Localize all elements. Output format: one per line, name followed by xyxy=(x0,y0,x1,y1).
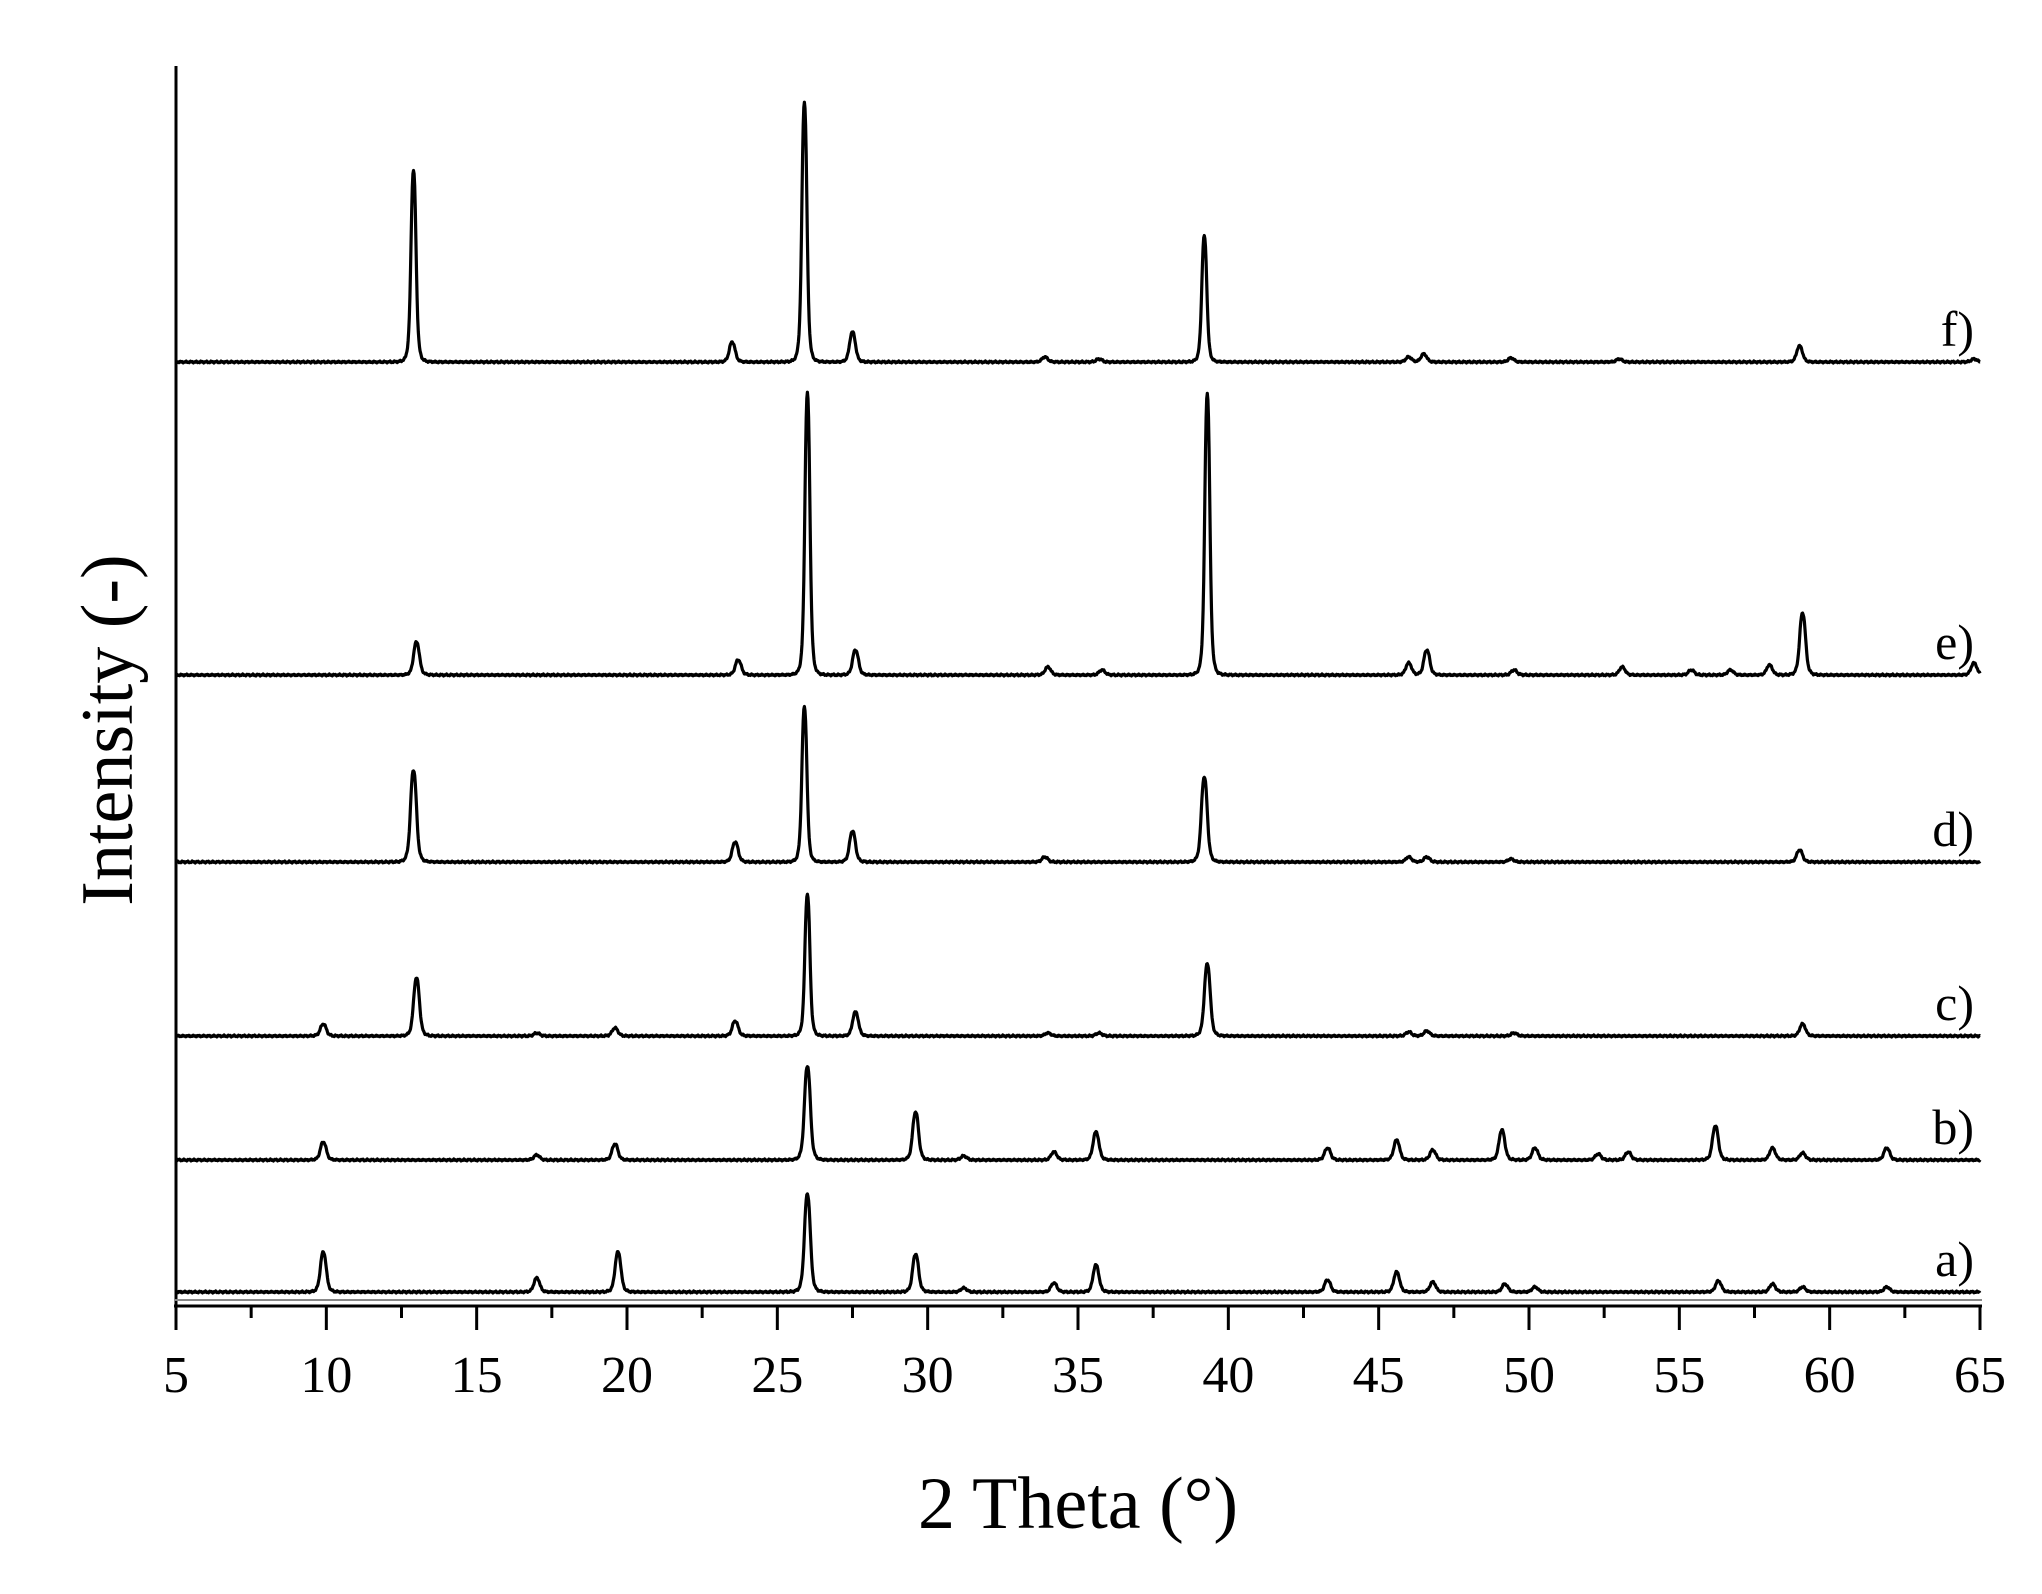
axes: 5 10 15 20 25 30 35 40 45 50 55 60 65 xyxy=(163,66,2006,1404)
series-label-e: e) xyxy=(1935,614,1974,670)
series-label-a: a) xyxy=(1935,1231,1974,1287)
x-tick-label: 5 xyxy=(163,1347,189,1404)
x-tick-label: 55 xyxy=(1653,1347,1705,1404)
x-tick-label: 45 xyxy=(1353,1347,1405,1404)
x-ticks: 5 10 15 20 25 30 35 40 45 50 55 60 65 xyxy=(163,1306,2006,1404)
x-tick-label: 25 xyxy=(751,1347,803,1404)
x-tick-label: 20 xyxy=(601,1347,653,1404)
diffraction-traces xyxy=(174,100,1982,1295)
x-axis-title: 2 Theta (°) xyxy=(918,1463,1238,1545)
trace-d xyxy=(175,704,1982,865)
series-label-d: d) xyxy=(1932,801,1974,857)
x-tick-label: 15 xyxy=(451,1347,503,1404)
x-tick-label: 60 xyxy=(1804,1347,1856,1404)
y-axis-title: Intensity (-) xyxy=(67,554,149,905)
x-tick-label: 40 xyxy=(1202,1347,1254,1404)
x-tick-label: 65 xyxy=(1954,1347,2006,1404)
series-label-b: b) xyxy=(1932,1099,1974,1155)
x-tick-label: 35 xyxy=(1052,1347,1104,1404)
x-tick-label: 50 xyxy=(1503,1347,1555,1404)
x-tick-label: 30 xyxy=(902,1347,954,1404)
x-tick-label: 10 xyxy=(300,1347,352,1404)
trace-c xyxy=(174,892,1981,1039)
trace-f xyxy=(174,100,1981,365)
series-label-f: f) xyxy=(1941,301,1974,357)
trace-b xyxy=(174,1065,1982,1163)
series-label-c: c) xyxy=(1935,975,1974,1031)
trace-e xyxy=(174,390,1982,678)
trace-a xyxy=(175,1192,1982,1295)
series-labels: a) b) c) d) e) f) xyxy=(1932,301,1974,1287)
